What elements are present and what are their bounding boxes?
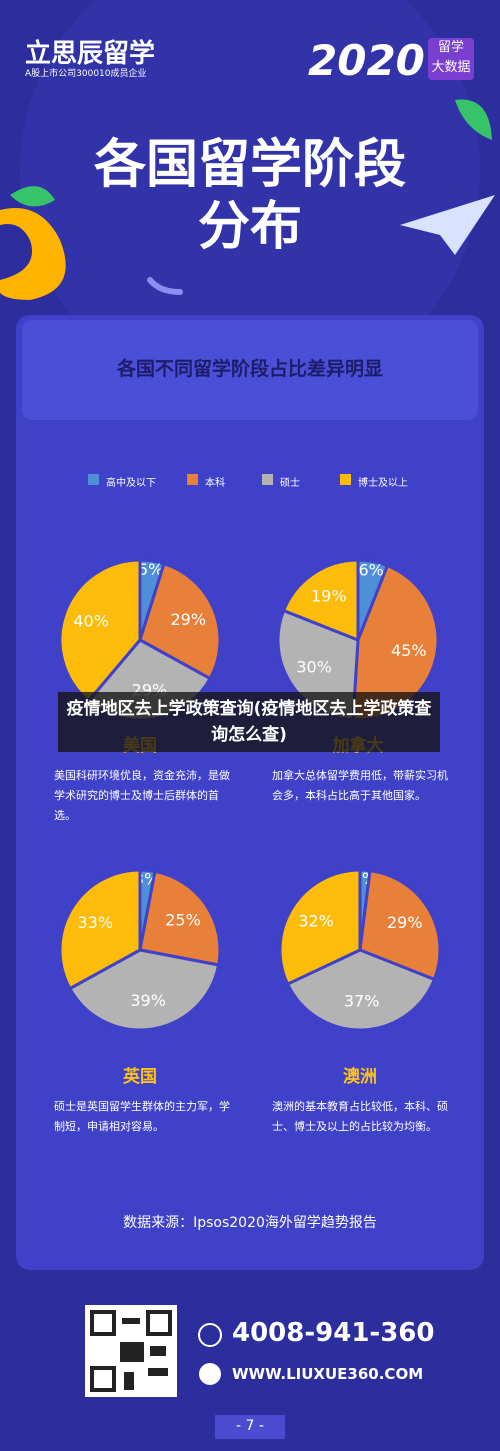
legend-swatch: [187, 474, 198, 485]
phone: 4008-941-360: [232, 1318, 435, 1348]
title: 各国留学阶段: [93, 135, 406, 195]
country-description: 硕士是英国留学生群体的主力军，学制短，申请相对容易。: [54, 1100, 230, 1133]
title: 分布: [197, 197, 302, 257]
qr-module: [120, 1342, 144, 1362]
qr-module: [150, 1346, 166, 1356]
slice-label: 25%: [165, 910, 201, 929]
swoosh: [147, 277, 183, 295]
qr-finder: [90, 1310, 116, 1336]
overlay-caption: 疫情地区去上学政策查询(疫情地区去上学政策查询怎么查): [58, 692, 440, 752]
slice-label: 32%: [298, 912, 334, 931]
legend-label: 博士及以上: [358, 478, 408, 489]
pie-slice: [67, 948, 221, 1032]
legend-swatch: [88, 474, 99, 485]
logo: 立思辰留学: [25, 39, 156, 69]
badge-line: 大数据: [431, 60, 471, 75]
pie-slice: [278, 868, 362, 987]
qr-module: [124, 1372, 134, 1390]
badge-line: 留学: [437, 40, 464, 55]
slice-label: 29%: [387, 913, 423, 932]
year: 2020: [308, 36, 425, 85]
slice-label: 33%: [77, 913, 113, 932]
slice-label: 37%: [344, 991, 380, 1010]
leaf: [455, 99, 492, 140]
pie-slice: [58, 868, 142, 991]
country-description: 美国科研环境优良，资金充沛，是做学术研究的博士及博士后群体的首选。: [54, 769, 230, 822]
legend-label: 本科: [205, 478, 225, 489]
slice-label: 19%: [311, 586, 347, 605]
page-number-band: [215, 1415, 285, 1439]
legend-swatch: [340, 474, 351, 485]
source: 数据来源：Ipsos2020海外留学趋势报告: [123, 1215, 377, 1231]
slice-label: 40%: [73, 612, 109, 631]
country-name: 英国: [123, 1067, 157, 1087]
banana: [0, 208, 66, 300]
logo-tagline: A股上市公司300010成员企业: [25, 69, 147, 79]
country-name: 澳洲: [343, 1067, 377, 1087]
legend-label: 高中及以下: [106, 478, 156, 489]
pie-slice: [285, 948, 437, 1032]
pie-slice: [58, 558, 142, 704]
qr-finder: [146, 1310, 172, 1336]
qr-finder: [90, 1366, 116, 1392]
paper-plane: [400, 195, 495, 255]
page-number: - 7 -: [236, 1418, 264, 1434]
halo: [20, 0, 480, 400]
slice-label: 5%: [138, 560, 163, 579]
leaf: [10, 186, 55, 207]
country-description: 加拿大总体留学费用低，带薪实习机会多，本科占比高于其他国家。: [272, 769, 448, 802]
phone-icon: [198, 1323, 222, 1347]
subtitle: 各国不同留学阶段占比差异明显: [116, 358, 383, 380]
slice-label: 45%: [391, 641, 427, 660]
pie-slice: [281, 558, 360, 643]
pie-slice: [138, 869, 222, 967]
slice-label: 39%: [130, 991, 166, 1010]
pie-slice: [358, 868, 442, 982]
website: WWW.LIUXUE360.COM: [232, 1365, 424, 1383]
slice-label: 6%: [358, 560, 383, 579]
subtitle-band: [22, 320, 478, 420]
slice-label: 30%: [296, 657, 332, 676]
qr-module: [148, 1368, 168, 1376]
web-icon: [199, 1363, 221, 1385]
slice-label: 29%: [170, 610, 206, 629]
legend-swatch: [262, 474, 273, 485]
country-description: 澳洲的基本教育占比较低，本科、硕士、博士及以上的占比较为均衡。: [272, 1100, 448, 1133]
legend-label: 硕士: [280, 478, 300, 489]
badge: 留学 大数据: [428, 38, 474, 80]
qr-module: [122, 1318, 140, 1324]
